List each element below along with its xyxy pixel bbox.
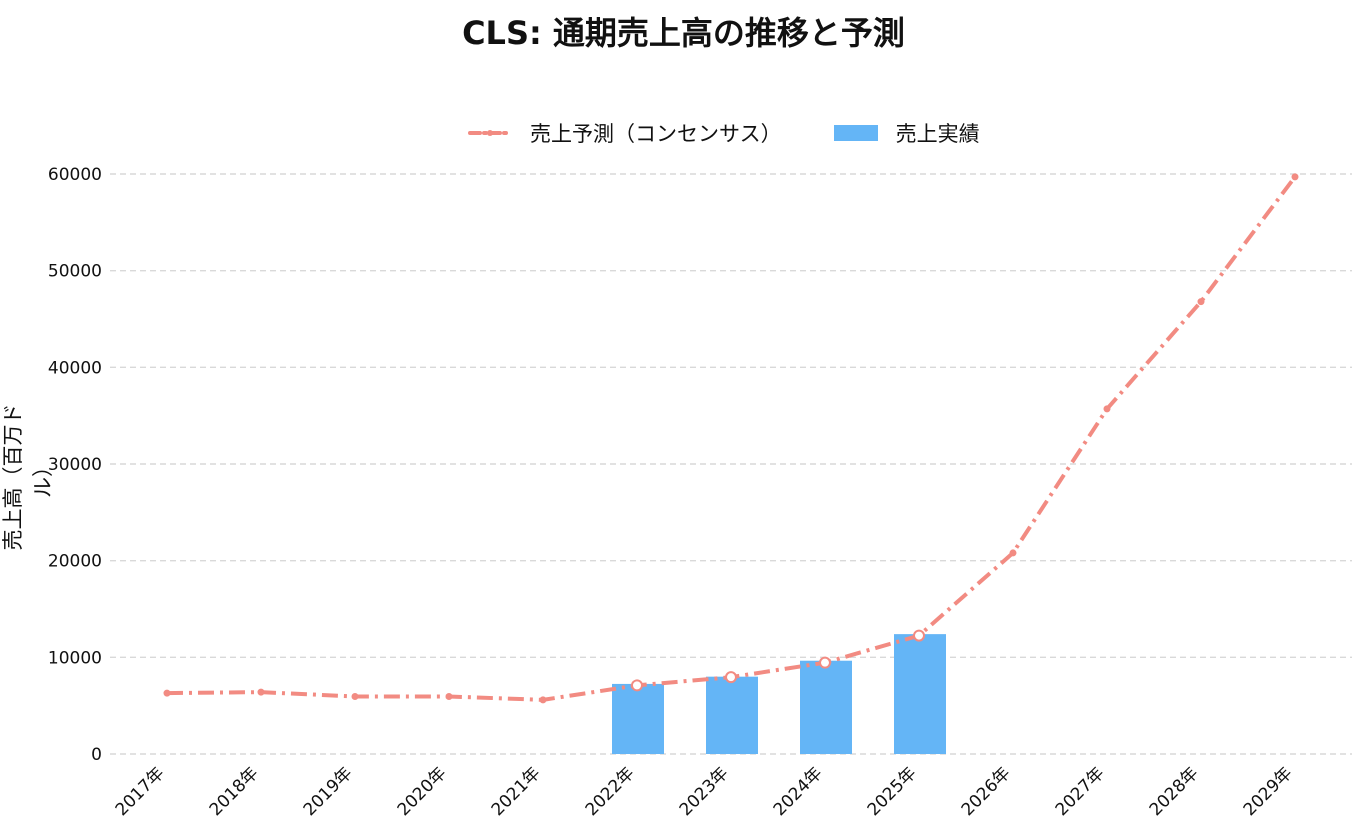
x-tick-label: 2024年 <box>770 763 827 820</box>
grid-lines <box>110 173 1352 755</box>
legend-forecast-label: 売上予測（コンセンサス） <box>530 122 782 146</box>
y-tick-label: 50000 <box>48 262 102 282</box>
x-tick-label: 2029年 <box>1240 763 1297 820</box>
bar-series <box>612 634 946 754</box>
bar-actual <box>706 676 758 754</box>
x-tick-label: 2018年 <box>206 763 263 820</box>
x-tick-label: 2020年 <box>394 763 451 820</box>
y-tick-label: 10000 <box>48 648 102 668</box>
bar-actual <box>612 683 664 754</box>
bar-actual <box>800 660 852 754</box>
x-axis-ticks: 2017年 2018年 2019年 2020年 2021年 2022年 2023年 2024年… <box>112 763 1297 820</box>
legend-item-forecast: 売上予測（コンセンサス） <box>468 118 782 148</box>
x-tick-label: 2019年 <box>300 763 357 820</box>
forecast-point <box>725 671 737 684</box>
chart-title: CLS: 通期売上高の推移と予測 <box>462 14 905 52</box>
bar-actual <box>894 634 946 754</box>
legend-item-actual: 売上実績 <box>833 118 980 148</box>
forecast-point <box>445 692 453 700</box>
forecast-point <box>913 629 925 642</box>
forecast-point <box>257 688 265 696</box>
forecast-point <box>631 679 643 692</box>
forecast-point <box>163 689 171 697</box>
x-tick-label: 2027年 <box>1052 763 1109 820</box>
line-series <box>163 173 1299 704</box>
y-axis-ticks: 0 10000 20000 30000 40000 50000 60000 <box>48 165 102 765</box>
forecast-line <box>166 175 1297 702</box>
y-tick-label: 0 <box>91 745 102 765</box>
legend-actual-swatch-icon <box>833 125 878 141</box>
x-tick-label: 2022年 <box>582 763 639 820</box>
x-tick-label: 2026年 <box>958 763 1015 820</box>
y-tick-label: 60000 <box>48 165 102 185</box>
y-tick-label: 40000 <box>48 358 102 378</box>
y-tick-label: 20000 <box>48 552 102 572</box>
x-tick-label: 2028年 <box>1146 763 1203 820</box>
forecast-point <box>1291 173 1299 181</box>
legend: 売上予測（コンセンサス） 売上実績 <box>468 117 1032 149</box>
forecast-point <box>1197 298 1205 306</box>
x-tick-label: 2023年 <box>676 763 733 820</box>
y-tick-label: 30000 <box>48 455 102 475</box>
legend-forecast-line-icon <box>468 130 512 136</box>
x-tick-label: 2017年 <box>112 763 169 820</box>
forecast-point <box>351 692 359 700</box>
legend-actual-label: 売上実績 <box>895 122 980 146</box>
forecast-point <box>1103 405 1111 413</box>
forecast-point <box>819 656 831 669</box>
x-tick-label: 2025年 <box>864 763 921 820</box>
forecast-point <box>1009 549 1017 557</box>
x-tick-label: 2021年 <box>488 763 545 820</box>
forecast-point <box>539 696 547 704</box>
